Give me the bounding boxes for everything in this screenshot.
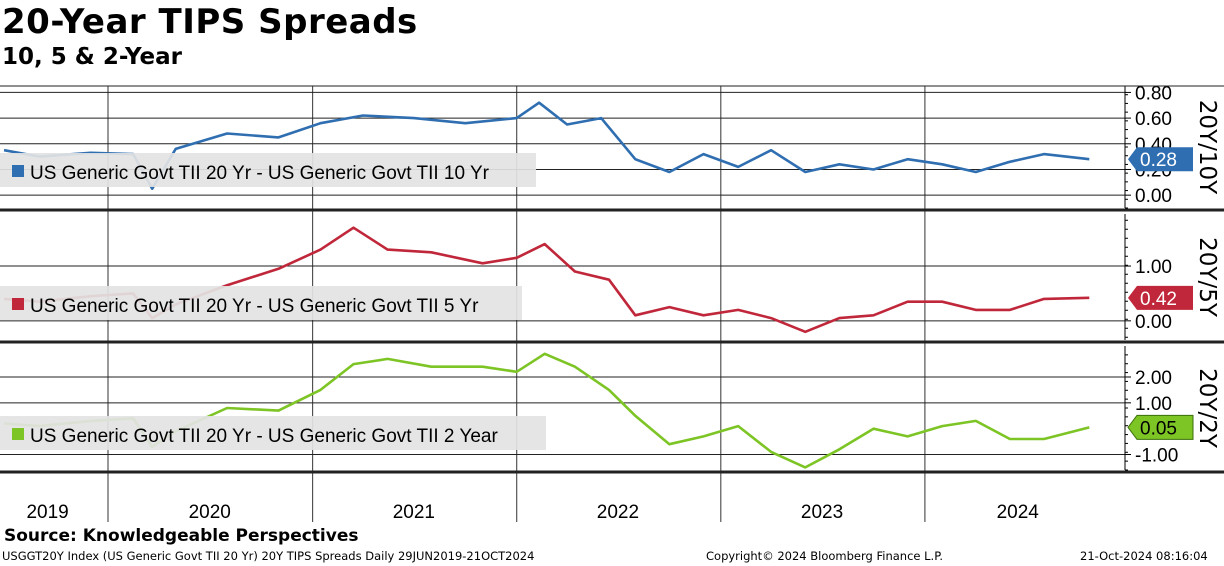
x-tick-label: 2020 bbox=[189, 502, 231, 523]
last-value-tag bbox=[1128, 147, 1193, 172]
ticker-line: USGGT20Y Index (US Generic Govt TII 20 Y… bbox=[2, 549, 535, 563]
last-value-label: 0.05 bbox=[1140, 418, 1177, 439]
last-value-tag bbox=[1127, 414, 1194, 440]
chart-title: 20-Year TIPS Spreads bbox=[2, 2, 418, 42]
panel-label: 20Y/2Y bbox=[1194, 368, 1220, 449]
legend-swatch bbox=[12, 165, 24, 177]
y-tick-label: 0.00 bbox=[1135, 186, 1172, 207]
y-tick-label: 1.00 bbox=[1135, 257, 1172, 278]
x-tick-label: 2019 bbox=[26, 502, 68, 523]
y-tick-label: 0.60 bbox=[1135, 109, 1172, 130]
panel-label: 20Y/5Y bbox=[1194, 237, 1220, 318]
chart-subtitle: 10, 5 & 2-Year bbox=[2, 44, 183, 70]
last-value-label: 0.42 bbox=[1140, 289, 1177, 310]
x-tick-label: 2022 bbox=[597, 502, 639, 523]
timestamp: 21-Oct-2024 08:16:04 bbox=[1080, 549, 1208, 563]
legend-swatch bbox=[12, 298, 24, 310]
x-tick-label: 2024 bbox=[997, 502, 1040, 523]
panel-label: 20Y/10Y bbox=[1194, 100, 1220, 195]
copyright: Copyright© 2024 Bloomberg Finance L.P. bbox=[706, 549, 943, 563]
legend-label: US Generic Govt TII 20 Yr - US Generic G… bbox=[30, 163, 490, 184]
y-tick-label: 1.00 bbox=[1135, 394, 1172, 415]
legend-box bbox=[0, 286, 522, 320]
legend-box bbox=[0, 153, 536, 187]
y-tick-label: 0.80 bbox=[1135, 83, 1172, 104]
series-line bbox=[3, 352, 1090, 469]
source-note: Source: Knowledgeable Perspectives bbox=[4, 526, 359, 546]
last-value-tag bbox=[1128, 285, 1193, 310]
y-tick-label: -1.00 bbox=[1135, 446, 1178, 467]
y-tick-label: 0.00 bbox=[1135, 312, 1172, 333]
y-tick-label: 2.00 bbox=[1135, 368, 1172, 389]
x-tick-label: 2021 bbox=[393, 502, 435, 523]
x-tick-label: 2023 bbox=[801, 502, 843, 523]
legend-label: US Generic Govt TII 20 Yr - US Generic G… bbox=[30, 426, 498, 447]
last-value-label: 0.28 bbox=[1140, 150, 1177, 171]
legend-box bbox=[0, 416, 546, 450]
legend-swatch bbox=[12, 428, 24, 440]
legend-label: US Generic Govt TII 20 Yr - US Generic G… bbox=[30, 296, 479, 317]
